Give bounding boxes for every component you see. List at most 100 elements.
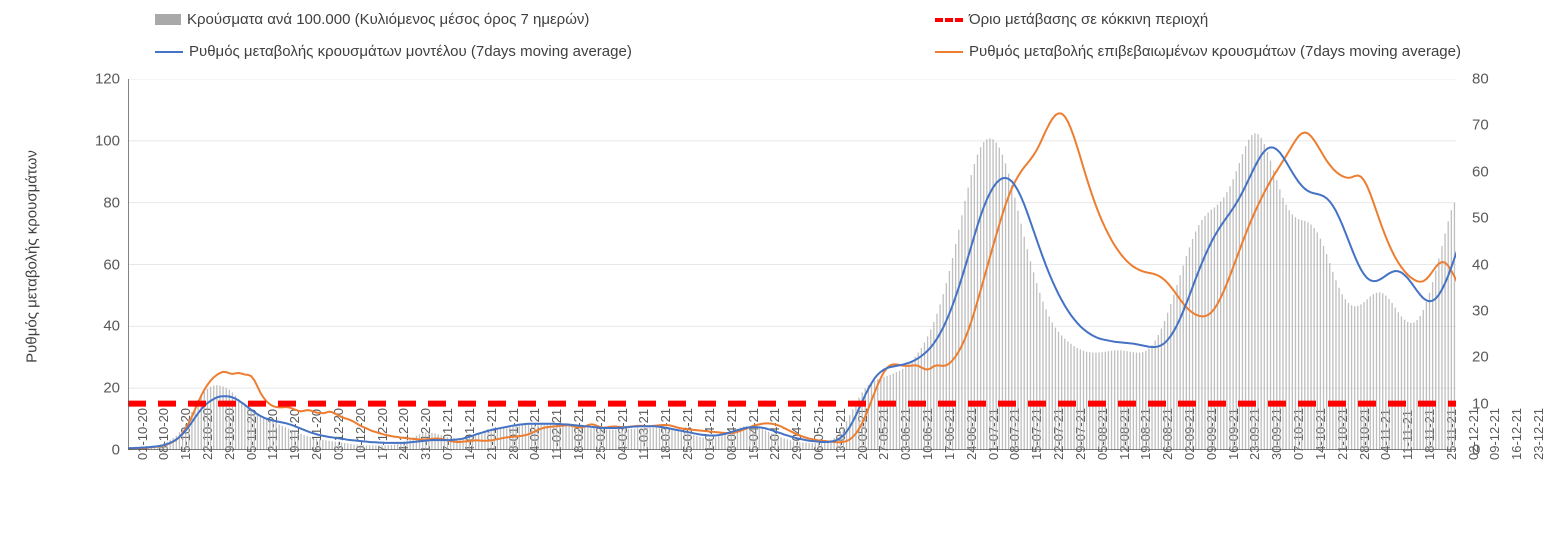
bar <box>1017 210 1019 450</box>
bar <box>206 388 209 450</box>
legend-item-model[interactable]: Ρυθμός μεταβολής κρουσμάτων μοντέλου (7d… <box>155 43 632 60</box>
bar <box>437 434 439 450</box>
bar <box>347 443 349 450</box>
bar <box>967 187 969 450</box>
bar <box>889 374 891 450</box>
bar <box>1403 319 1406 450</box>
bar <box>964 200 966 450</box>
bar <box>733 430 735 450</box>
bar <box>802 442 804 450</box>
bar <box>1241 154 1244 450</box>
bar <box>446 437 449 450</box>
bar <box>1076 347 1078 450</box>
bar <box>163 443 165 450</box>
bar <box>1297 219 1300 450</box>
bar <box>147 447 149 450</box>
bar <box>337 442 340 450</box>
bar <box>1366 299 1368 450</box>
bar <box>272 421 274 450</box>
bar <box>262 417 265 450</box>
bar <box>755 426 757 450</box>
legend-item-bars[interactable]: Κρούσματα ανά 100.000 (Κυλιόμενος μέσος … <box>155 11 589 28</box>
bar <box>474 435 477 450</box>
bar <box>325 440 327 450</box>
bar <box>926 336 929 450</box>
bar <box>225 387 227 450</box>
bar <box>908 363 910 450</box>
bar <box>259 416 262 450</box>
bar <box>646 427 648 450</box>
bar <box>939 304 941 450</box>
bar <box>671 429 673 450</box>
bar <box>699 437 701 450</box>
bar <box>515 424 517 450</box>
bar <box>1219 201 1222 450</box>
bar <box>590 428 592 450</box>
bar <box>169 439 171 450</box>
bar <box>1260 137 1262 450</box>
legend-label-threshold: Όριο μετάβασης σε κόκκινη περιοχή <box>969 11 1209 28</box>
bar <box>708 437 711 450</box>
bar <box>453 437 455 450</box>
bar <box>612 429 614 450</box>
bar <box>291 430 293 450</box>
legend-item-confirmed[interactable]: Ρυθμός μεταβολής επιβεβαιωμένων κρουσμάτ… <box>935 43 1461 60</box>
bar <box>546 424 548 450</box>
bar <box>1435 270 1437 450</box>
bar <box>1073 346 1075 450</box>
bar <box>322 439 324 450</box>
bar <box>1176 284 1178 450</box>
bar <box>150 446 153 450</box>
bar <box>1431 282 1434 450</box>
bar <box>1354 306 1356 450</box>
bar <box>777 436 779 450</box>
bar <box>1285 204 1287 450</box>
bar <box>696 436 698 450</box>
bar <box>674 429 676 450</box>
x-tick-61: 02-12-21 <box>1465 407 1481 460</box>
bar <box>973 163 976 450</box>
bar <box>384 445 386 450</box>
bar <box>1079 349 1082 450</box>
bar <box>1385 295 1387 450</box>
bar <box>1394 307 1396 450</box>
bar <box>1070 343 1072 450</box>
y-tick-left-6: 120 <box>94 70 120 88</box>
bar <box>1266 151 1269 450</box>
bar <box>284 427 287 450</box>
bar <box>764 430 767 450</box>
bar <box>605 429 608 450</box>
bar <box>1276 180 1278 450</box>
bar <box>627 429 629 450</box>
bar <box>562 425 564 450</box>
bar <box>690 434 692 450</box>
bar <box>1447 221 1449 450</box>
bar <box>297 432 299 450</box>
bar <box>789 440 792 450</box>
bar <box>1441 245 1443 450</box>
bar <box>344 443 346 450</box>
bar <box>1363 302 1365 450</box>
bar <box>559 424 561 450</box>
line-confirmed <box>128 112 1456 450</box>
legend-item-threshold[interactable]: Όριο μετάβασης σε κόκκινη περιοχή <box>935 11 1208 28</box>
bar <box>256 414 259 450</box>
bar <box>1188 247 1191 450</box>
bar <box>1042 301 1044 450</box>
bar-series <box>128 133 1456 450</box>
bar <box>1301 219 1303 450</box>
bar <box>350 443 352 450</box>
bar <box>166 441 168 450</box>
bar <box>811 443 813 450</box>
bar <box>228 389 230 450</box>
bar <box>608 429 611 450</box>
bar <box>1288 210 1290 450</box>
bar <box>1322 245 1325 450</box>
bar <box>1369 296 1371 450</box>
bar <box>1413 322 1415 450</box>
bar <box>930 329 932 450</box>
bar <box>412 437 414 450</box>
bar <box>153 446 156 450</box>
bar <box>855 403 857 450</box>
